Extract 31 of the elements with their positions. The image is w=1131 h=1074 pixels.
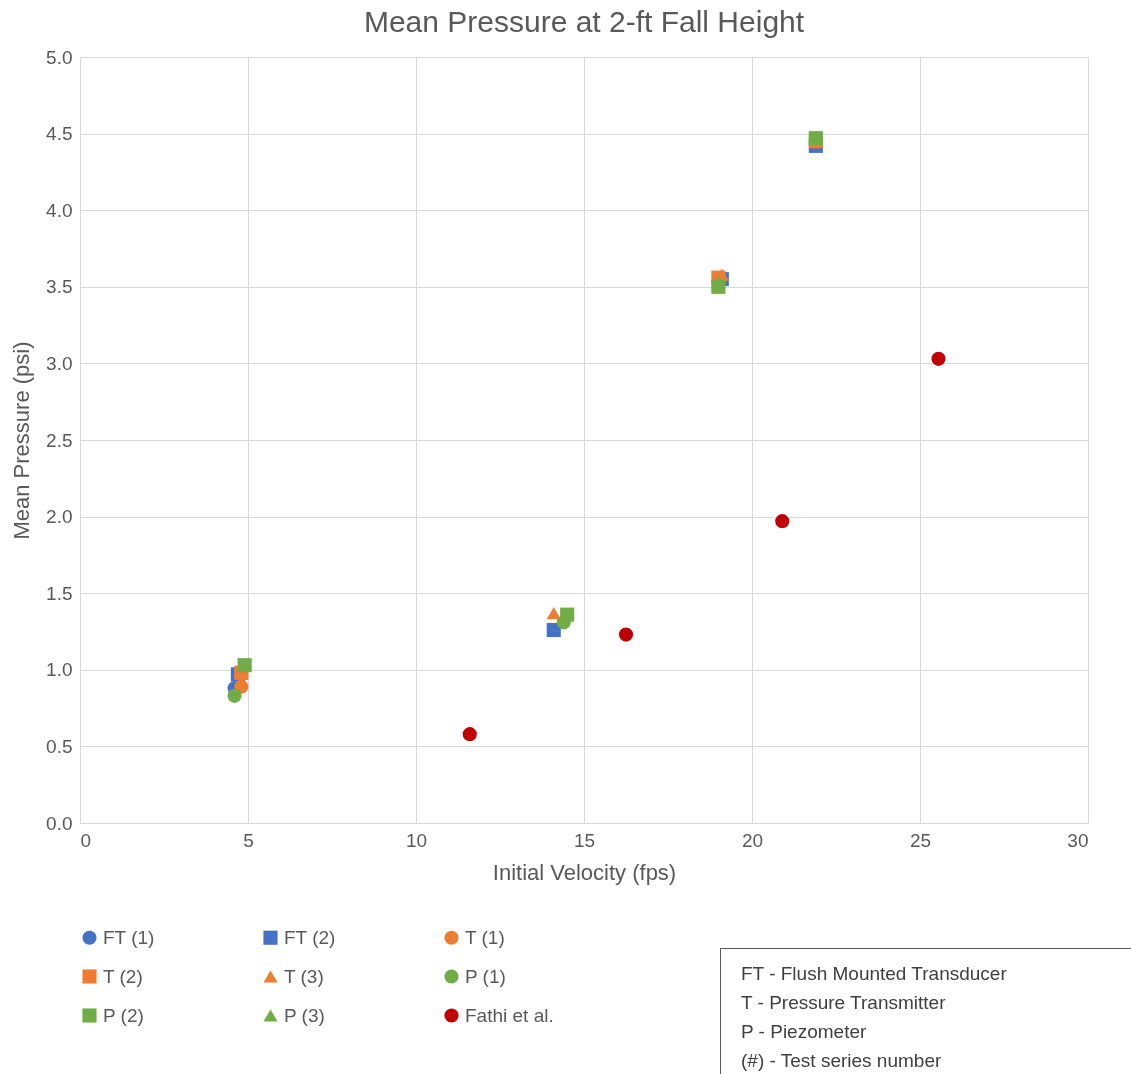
x-tick-label: 0 [80, 829, 92, 851]
legend-label: T (1) [465, 926, 505, 948]
x-tick-label: 20 [741, 829, 764, 851]
chart-title: Mean Pressure at 2-ft Fall Height [363, 5, 805, 38]
x-tick-label: 15 [573, 829, 596, 851]
x-tick-label: 30 [1067, 829, 1089, 851]
x-tick-label: 5 [243, 829, 254, 851]
y-axis-title: Mean Pressure (psi) [9, 341, 35, 540]
y-tick-label: 1.5 [46, 582, 73, 604]
notes-box: FT - Flush Mounted Transducer T - Pressure Transmitter P - Piezometer (#) - Test series number [720, 948, 1131, 1074]
x-tick-label: 25 [909, 829, 932, 851]
legend-label: P (3) [284, 1004, 325, 1026]
y-tick-label: 5.0 [46, 46, 73, 68]
y-tick-label: 3.5 [46, 276, 73, 298]
legend-label: FT (2) [284, 926, 336, 948]
x-tick-label: 10 [405, 829, 428, 851]
y-tick-label: 4.5 [46, 123, 73, 145]
y-tick-label: 0.5 [46, 735, 73, 757]
y-tick-label: 3.0 [46, 352, 73, 374]
x-axis-title: Initial Velocity (fps) [492, 859, 677, 885]
legend-label: FT (1) [103, 926, 155, 948]
y-tick-label: 0.0 [46, 812, 73, 834]
legend-label: T (2) [103, 965, 143, 987]
legend-label: T (3) [284, 965, 324, 987]
legend-label: Fathi et al. [465, 1004, 554, 1026]
legend-label: P (2) [103, 1004, 144, 1026]
y-tick-label: 2.0 [46, 506, 73, 528]
y-tick-label: 1.0 [46, 659, 73, 681]
y-tick-label: 2.5 [46, 429, 73, 451]
y-tick-label: 4.0 [46, 199, 73, 221]
legend-label: P (1) [465, 965, 506, 987]
